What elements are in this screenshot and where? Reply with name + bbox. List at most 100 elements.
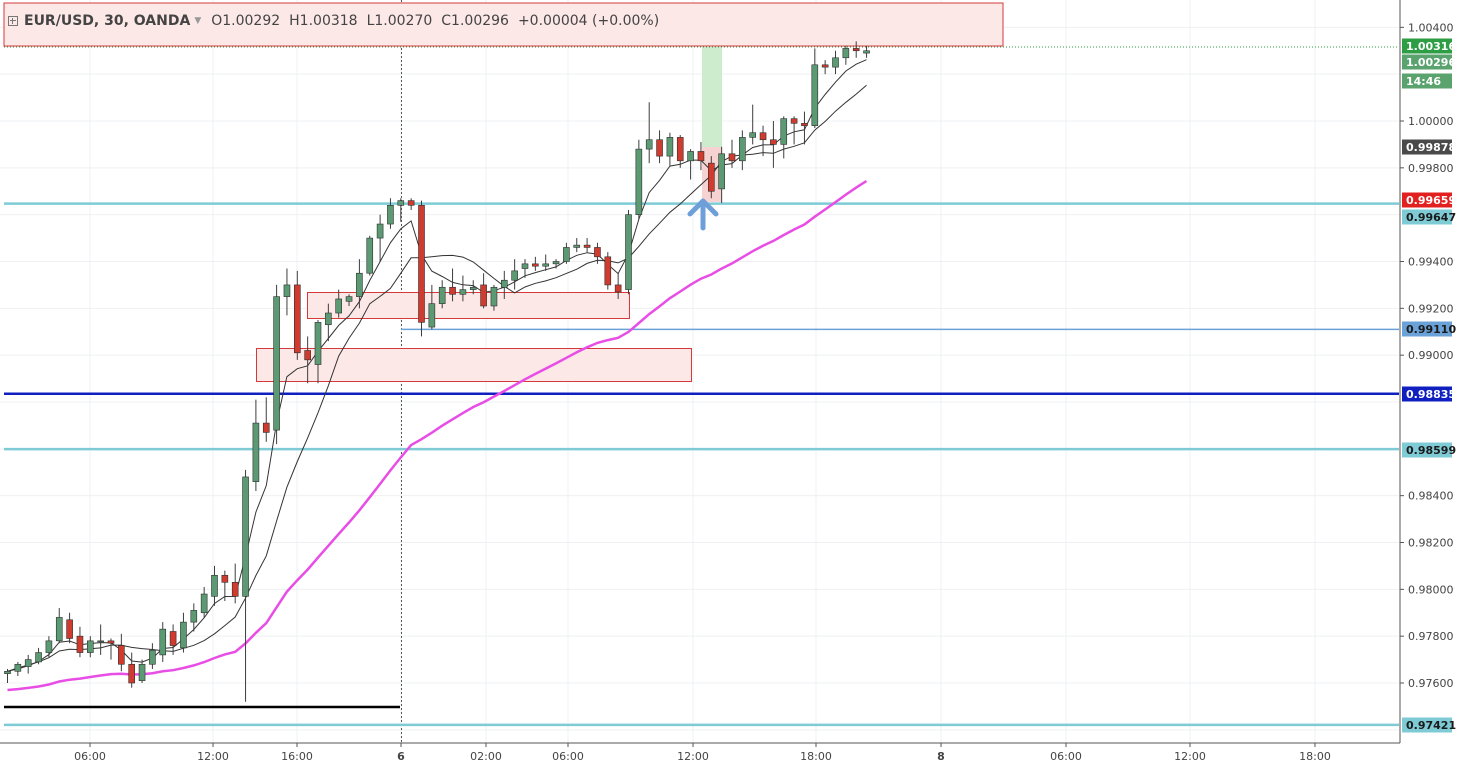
candle-body[interactable] [118,645,125,665]
candle-body[interactable] [159,628,167,656]
candle-body[interactable] [35,652,42,663]
candle-body[interactable] [645,139,653,150]
candle-body[interactable] [842,48,850,59]
candle-body[interactable] [459,289,467,295]
candle-body[interactable] [614,284,622,293]
candle-body[interactable] [376,223,384,239]
candle-body[interactable] [635,148,643,215]
candle-body[interactable] [739,137,746,162]
demand-zone-upper[interactable] [307,292,630,319]
candle-body[interactable] [697,151,705,162]
candle-body[interactable] [4,670,11,674]
position-target-zone[interactable] [702,47,722,147]
candle-body[interactable] [521,263,529,269]
candle-body[interactable] [428,303,436,328]
candle-body[interactable] [221,574,229,583]
candle-body[interactable] [45,640,53,653]
symbol-label[interactable]: EUR/USD, 30, OANDA [24,13,191,29]
price-label-text: 0.99878 [1406,141,1456,154]
candle-body[interactable] [128,663,135,684]
candle-body[interactable] [749,132,757,138]
candle-body[interactable] [66,619,73,639]
candle-body[interactable] [583,244,591,248]
candle-body[interactable] [666,137,674,157]
candle-body[interactable] [449,286,456,295]
candle-body[interactable] [366,237,374,274]
up-arrow-icon[interactable] [687,198,719,231]
candle-body[interactable] [242,476,249,597]
candle-body[interactable] [356,272,363,297]
price-axis-bg [1400,0,1458,767]
candle-body[interactable] [563,247,570,262]
candle-body[interactable] [480,284,487,307]
candle-body[interactable] [87,640,94,653]
candle-body[interactable] [490,286,498,307]
candle-body[interactable] [325,312,332,326]
candle-body[interactable] [801,123,808,126]
candle-body[interactable] [852,48,860,52]
candle-body[interactable] [676,137,684,162]
price-label-text: 0.99647 [1406,211,1456,224]
candle-body[interactable] [335,298,343,314]
candle-body[interactable] [149,649,156,665]
price-label-badge [1402,73,1452,89]
candle-body[interactable] [832,57,839,68]
candle-body[interactable] [97,640,104,643]
candle-body[interactable] [407,200,415,206]
candle-body[interactable] [107,640,115,644]
candle-body[interactable] [625,214,632,290]
candle-body[interactable] [283,284,291,297]
candle-body[interactable] [169,631,177,646]
price-label-text: 14:46 [1406,75,1441,88]
candle-body[interactable] [231,582,239,597]
resistance-zone-top[interactable] [3,2,1004,47]
price-label-badge [1402,717,1452,733]
candle-body[interactable] [790,118,798,124]
candle-body[interactable] [55,617,63,642]
candle-body[interactable] [211,574,218,597]
candle-body[interactable] [604,256,612,286]
candle-body[interactable] [76,635,84,653]
candle-body[interactable] [770,139,777,145]
candle-body[interactable] [532,263,539,267]
candle-body[interactable] [200,593,208,614]
candle-body[interactable] [542,263,550,267]
candle-body[interactable] [418,205,425,323]
time-tick-label: 06:00 [552,750,584,763]
candle-body[interactable] [345,296,353,302]
demand-zone-lower[interactable] [256,348,692,382]
candle-body[interactable] [273,296,280,431]
candle-body[interactable] [469,286,477,290]
candle-body[interactable] [438,286,446,304]
candle-body[interactable] [552,261,560,265]
candle-body[interactable] [24,659,32,667]
candle-body[interactable] [573,244,581,248]
candle-body[interactable] [863,50,870,54]
candle-body[interactable] [811,64,819,126]
candle-body[interactable] [500,279,508,288]
chevron-down-icon[interactable]: ▼ [194,16,202,26]
candle-body[interactable] [138,663,146,681]
candle-body[interactable] [252,422,260,482]
candle-body[interactable] [14,663,22,672]
candle-body[interactable] [511,270,518,281]
candle-body[interactable] [707,162,715,192]
candle-body[interactable] [190,610,198,623]
expand-plus-icon[interactable] [8,16,18,26]
candle-body[interactable] [718,153,725,190]
candle-body[interactable] [759,132,767,141]
candle-body[interactable] [180,621,187,649]
candle-body[interactable] [656,139,663,157]
candle-body[interactable] [594,247,601,258]
candle-body[interactable] [728,153,736,162]
candle-body[interactable] [262,422,270,433]
candle-body[interactable] [314,322,322,365]
candle-body[interactable] [387,205,394,225]
candle-body[interactable] [687,151,694,162]
candle-body[interactable] [780,118,788,145]
candle-body[interactable] [293,284,301,354]
candle-body[interactable] [821,64,829,68]
candle-body[interactable] [304,350,311,361]
candle-body[interactable] [397,200,405,206]
